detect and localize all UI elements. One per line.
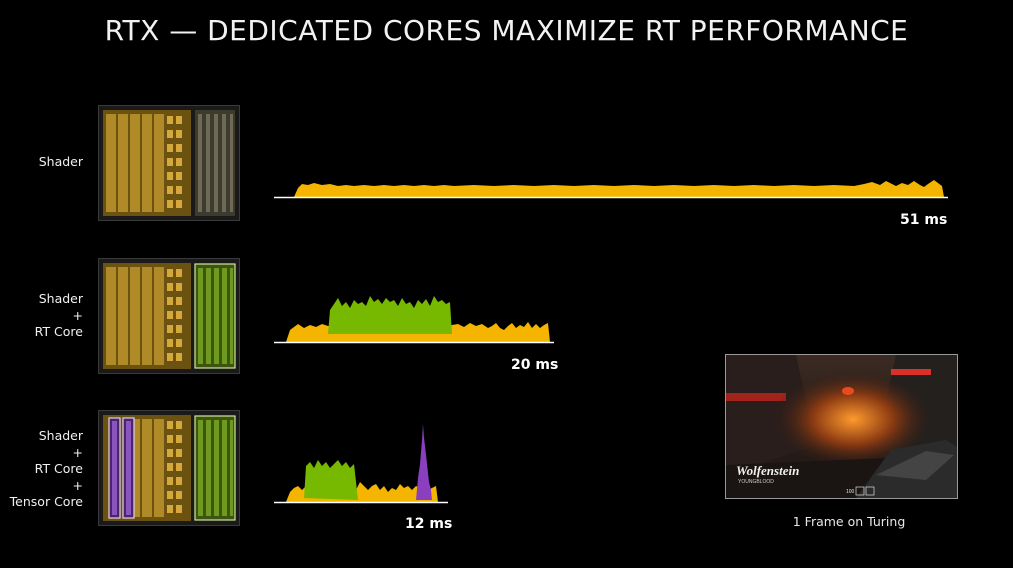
row-label-shader-rt: Shader + RT Core	[35, 291, 83, 341]
gpu-die-shader-rt-tensor	[98, 410, 240, 526]
shader-rt-tensor-timeline	[274, 424, 448, 504]
label-line: +	[72, 444, 83, 460]
label-line: Shader	[38, 428, 83, 443]
rt-core-workload-area	[304, 460, 358, 500]
time-label-51ms: 51 ms	[900, 212, 948, 228]
game-hud-text: 100	[846, 489, 855, 495]
shader-rt-timeline	[274, 296, 554, 344]
gpu-die-shader-rt	[98, 258, 240, 374]
label-line: Tensor Core	[9, 494, 83, 509]
label-line: Shader	[38, 154, 83, 169]
shader-workload-area	[276, 180, 944, 197]
label-line: RT Core	[34, 324, 83, 339]
tensor-core-workload-area	[416, 424, 432, 500]
rt-core-workload-area	[328, 296, 452, 334]
row-label-shader-rt-tensor: Shader + RT Core + Tensor Core	[10, 428, 83, 511]
label-line: Shader	[38, 291, 83, 306]
label-line: +	[72, 307, 83, 323]
screenshot-caption: 1 Frame on Turing	[792, 514, 906, 529]
game-frame-screenshot: Wolfenstein YOUNGBLOOD 100	[725, 354, 958, 499]
game-scene-image: Wolfenstein YOUNGBLOOD 100	[726, 355, 957, 498]
time-label-12ms: 12 ms	[405, 516, 453, 532]
row-label-shader: Shader	[39, 154, 83, 171]
time-label-20ms: 20 ms	[511, 357, 559, 373]
slide-title: RTX — DEDICATED CORES MAXIMIZE RT PERFOR…	[104, 14, 909, 47]
game-logo-text: Wolfenstein	[736, 463, 799, 478]
label-line: +	[72, 477, 83, 493]
gpu-die-shader-only	[98, 105, 240, 221]
shader-timeline	[274, 180, 948, 199]
game-logo-subtext: YOUNGBLOOD	[738, 479, 774, 485]
label-line: RT Core	[34, 461, 83, 476]
